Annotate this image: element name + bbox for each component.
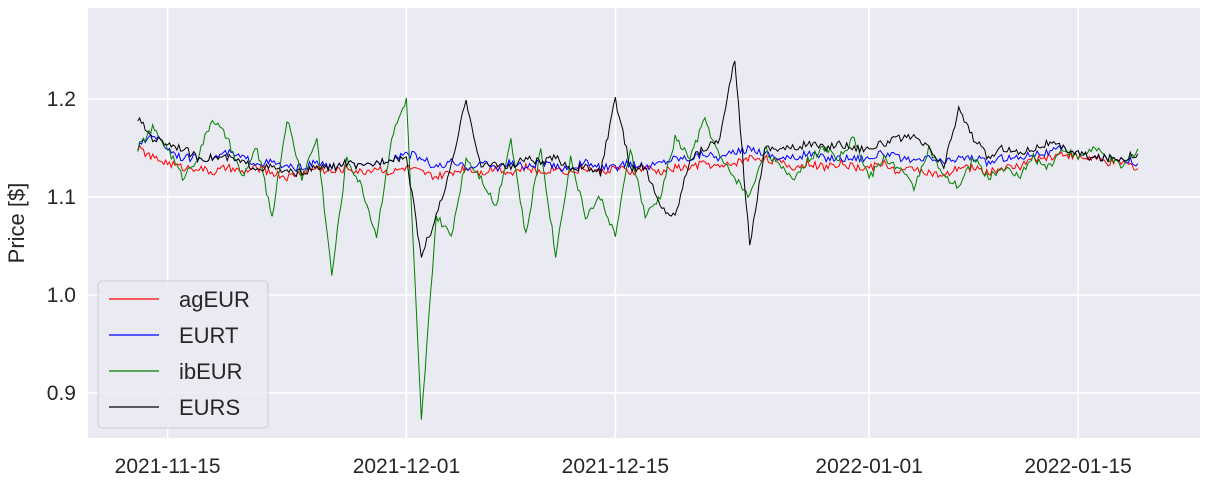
legend-label: EURS [179, 395, 240, 420]
y-axis-label: Price [$] [4, 183, 29, 264]
series-line-ibEUR [137, 97, 1139, 420]
series-line-agEUR [137, 144, 1139, 182]
legend-box [97, 280, 269, 429]
legend-label: ibEUR [179, 359, 243, 384]
legend: agEUR EURT ibEUR EURS [97, 280, 269, 429]
x-tick-label: 2021-12-01 [353, 455, 460, 478]
x-axis-ticks: 2021-11-15 2021-12-01 2021-12-15 2022-01-01… [115, 455, 1132, 478]
y-tick-label: 1.0 [47, 284, 76, 307]
plot-background [88, 8, 1200, 438]
x-tick-label: 2021-12-15 [562, 455, 669, 478]
legend-label: agEUR [179, 287, 250, 312]
y-axis-ticks: 0.9 1.0 1.1 1.2 [47, 88, 76, 405]
legend-label: EURT [179, 323, 239, 348]
y-tick-label: 0.9 [47, 382, 76, 405]
x-tick-label: 2021-11-15 [115, 455, 221, 478]
grid [88, 8, 1200, 438]
y-tick-label: 1.2 [47, 88, 76, 111]
series-lines [137, 60, 1139, 420]
y-tick-label: 1.1 [47, 186, 76, 209]
series-line-EURT [137, 133, 1139, 174]
x-tick-label: 2022-01-15 [1024, 455, 1131, 478]
series-line-EURS [137, 60, 1139, 258]
x-tick-label: 2022-01-01 [815, 455, 922, 478]
